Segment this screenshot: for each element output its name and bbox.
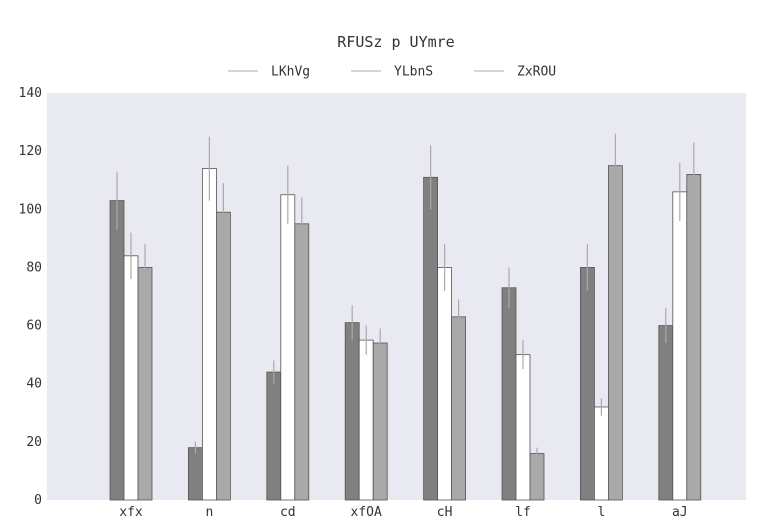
x-tick-label: lf	[515, 505, 531, 520]
bar	[344, 322, 360, 501]
chart-title: RFUSz p UYmre	[337, 33, 454, 51]
bar	[423, 176, 439, 501]
legend: LKhVg YLbnS ZxROU	[228, 65, 556, 80]
bar	[294, 223, 310, 501]
y-tick-label: 40	[26, 377, 42, 392]
bar	[280, 194, 296, 501]
x-tick-label: xfOA	[351, 505, 382, 520]
legend-label: ZxROU	[517, 65, 556, 80]
bar	[529, 453, 545, 501]
bar	[658, 325, 674, 501]
bar	[594, 406, 609, 501]
x-tick-label: xfx	[119, 505, 143, 520]
y-tick-label: 0	[34, 493, 42, 508]
x-tick-label: aJ	[672, 505, 688, 520]
bar	[580, 267, 595, 501]
bar	[266, 371, 282, 501]
bar	[451, 316, 467, 501]
error-bars-layer	[116, 133, 695, 460]
bar	[672, 191, 688, 501]
bar	[686, 173, 702, 501]
bar	[437, 267, 453, 501]
y-tick-label: 20	[26, 435, 42, 450]
bar	[109, 200, 125, 501]
bar	[372, 342, 388, 501]
x-tick-label: l	[597, 505, 605, 520]
y-tick-label: 100	[19, 202, 42, 217]
bar	[358, 339, 374, 501]
legend-label: LKhVg	[271, 65, 310, 80]
bar	[501, 287, 517, 501]
bar	[215, 211, 231, 501]
bars-layer	[109, 165, 702, 501]
y-tick-label: 140	[19, 86, 42, 101]
bar	[123, 255, 139, 501]
plot-area	[47, 93, 746, 500]
bar	[515, 354, 531, 501]
x-axis: xfx n cd xfOA cH lf l aJ	[119, 505, 687, 520]
legend-label: YLbnS	[394, 65, 433, 80]
bar	[608, 165, 623, 501]
y-axis: 0 20 40 60 80 100 120 140	[19, 86, 42, 508]
x-tick-label: cd	[280, 505, 296, 520]
x-tick-label: n	[205, 505, 213, 520]
y-tick-label: 80	[26, 260, 42, 275]
bar	[137, 267, 153, 501]
y-tick-label: 60	[26, 319, 42, 334]
bar	[201, 168, 217, 501]
y-tick-label: 120	[19, 144, 42, 159]
bar	[187, 447, 203, 501]
x-tick-label: cH	[437, 505, 453, 520]
